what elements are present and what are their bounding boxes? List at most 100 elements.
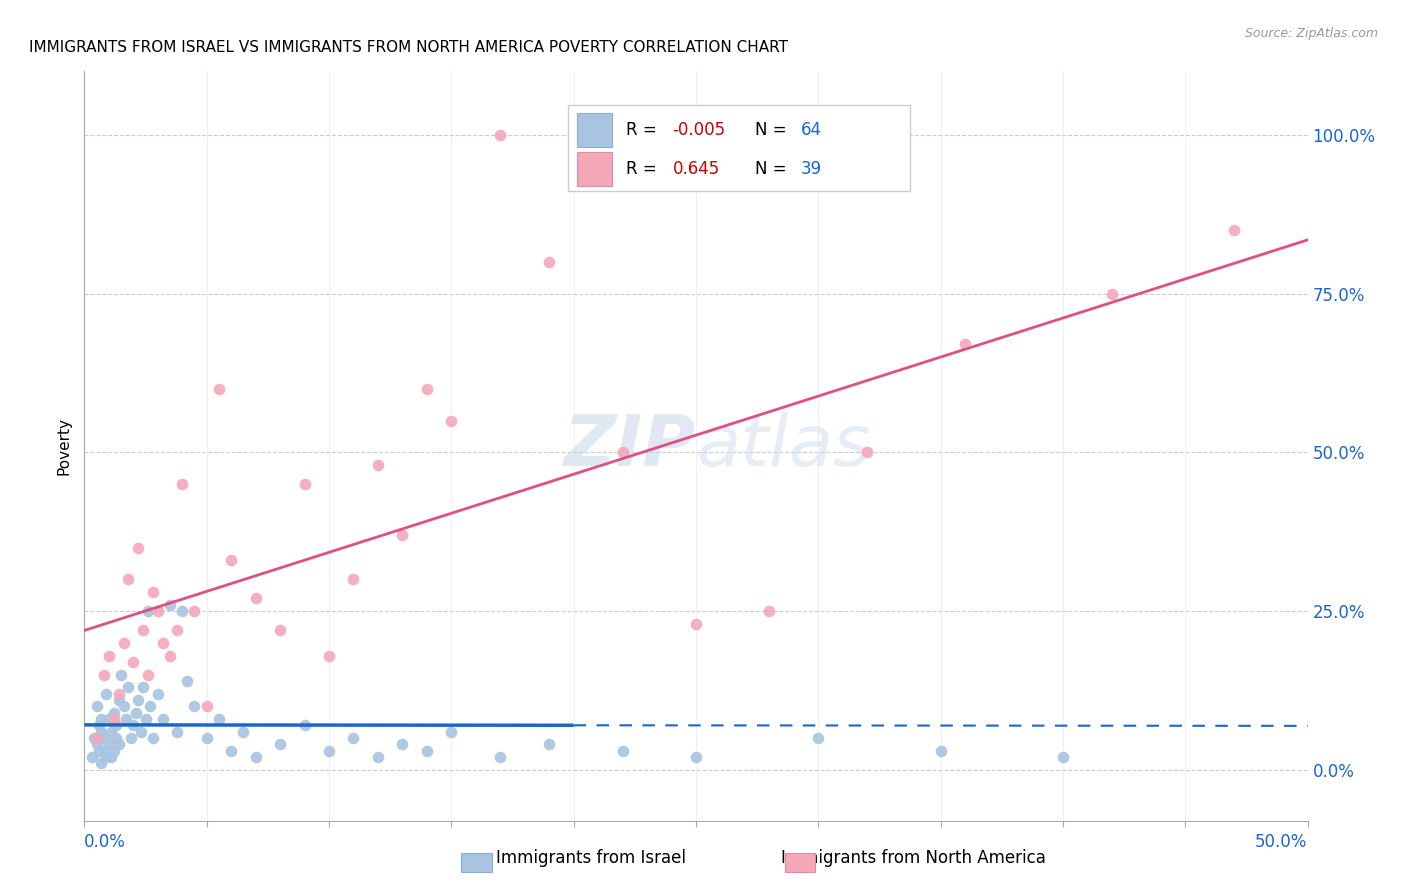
Point (195, 731, 218, 745)
Point (416, 382, 439, 396)
Point (152, 636, 174, 650)
Point (342, 572, 364, 586)
Text: Immigrants from North America: Immigrants from North America (782, 849, 1046, 867)
Point (1101, 286, 1123, 301)
Point (183, 699, 205, 714)
Point (152, 712, 174, 726)
Point (166, 623, 188, 637)
Point (105, 731, 128, 745)
Point (112, 636, 135, 650)
Text: N =: N = (755, 160, 792, 178)
Point (440, 724, 463, 739)
Point (391, 528, 413, 542)
Point (807, 731, 830, 745)
Point (612, 445, 634, 459)
Point (86, 738, 108, 752)
Text: R =: R = (626, 120, 662, 139)
Point (159, 648, 181, 663)
Point (132, 681, 155, 695)
Point (96, 750, 118, 764)
Point (269, 738, 291, 752)
Point (856, 445, 879, 459)
Point (93, 731, 115, 745)
Point (612, 744, 634, 758)
Point (122, 718, 145, 732)
Point (103, 744, 125, 758)
Text: 39: 39 (801, 160, 823, 178)
Text: atlas: atlas (696, 411, 870, 481)
Point (172, 477, 194, 491)
FancyBboxPatch shape (578, 152, 612, 186)
Point (120, 731, 142, 745)
Point (183, 604, 205, 618)
Point (132, 623, 155, 637)
Point (176, 673, 198, 688)
Point (127, 541, 149, 555)
Point (245, 750, 267, 764)
Point (294, 718, 316, 732)
Point (107, 738, 129, 752)
Point (489, 750, 512, 764)
Point (105, 718, 128, 732)
Point (87, 718, 110, 732)
Point (342, 731, 364, 745)
Point (166, 724, 188, 739)
Point (135, 712, 157, 726)
Point (107, 687, 129, 701)
Point (86, 699, 108, 714)
Point (146, 604, 169, 618)
Point (90, 756, 112, 771)
Point (685, 750, 707, 764)
Point (110, 667, 132, 681)
Point (538, 738, 561, 752)
Point (440, 414, 463, 428)
Point (93, 667, 115, 681)
Point (122, 655, 145, 669)
Point (107, 693, 129, 707)
Point (219, 744, 242, 758)
Text: 0.645: 0.645 (672, 160, 720, 178)
Point (208, 382, 231, 396)
Point (115, 712, 138, 726)
Point (97, 738, 120, 752)
Point (232, 724, 254, 739)
Point (758, 604, 780, 618)
Point (125, 706, 148, 720)
Point (80, 750, 103, 764)
Point (318, 648, 340, 663)
FancyBboxPatch shape (578, 113, 612, 146)
Point (139, 699, 162, 714)
Point (146, 687, 169, 701)
Point (1223, 223, 1246, 237)
Text: N =: N = (755, 120, 792, 139)
Point (90, 724, 112, 739)
Text: R =: R = (626, 160, 668, 178)
FancyBboxPatch shape (568, 105, 910, 191)
Point (219, 553, 242, 567)
Point (97, 712, 120, 726)
Point (172, 604, 194, 618)
Point (136, 667, 159, 681)
Point (416, 744, 439, 758)
Text: Immigrants from Israel: Immigrants from Israel (495, 849, 686, 867)
Point (129, 724, 152, 739)
Point (538, 255, 561, 269)
Point (953, 337, 976, 351)
Text: ZIP: ZIP (564, 411, 696, 481)
Point (87, 744, 110, 758)
Text: Source: ZipAtlas.com: Source: ZipAtlas.com (1244, 27, 1378, 40)
Point (1052, 750, 1074, 764)
Y-axis label: Poverty: Poverty (56, 417, 72, 475)
Point (93, 744, 115, 758)
Point (195, 699, 218, 714)
Point (294, 477, 316, 491)
Point (367, 458, 389, 472)
Point (269, 623, 291, 637)
Point (142, 731, 165, 745)
Point (96, 687, 118, 701)
Point (127, 693, 149, 707)
Point (100, 750, 122, 764)
Point (159, 598, 181, 612)
Point (208, 712, 231, 726)
Point (117, 681, 139, 695)
